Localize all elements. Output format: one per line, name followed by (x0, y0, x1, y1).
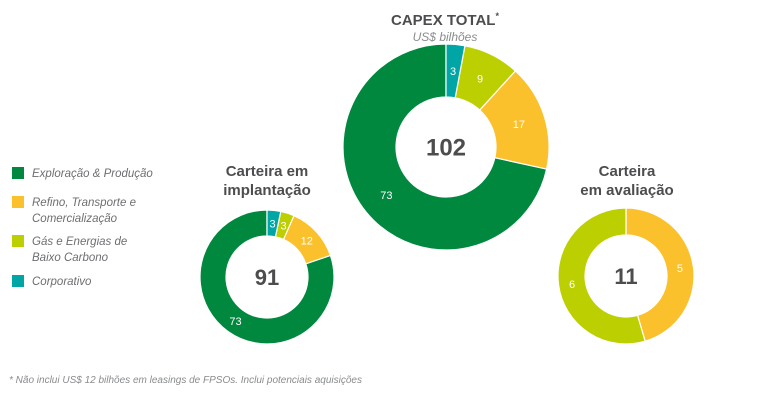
carteira-avaliacao-slice-refino (625, 207, 695, 342)
legend-swatch-exploracao (12, 167, 24, 179)
legend-swatch-corporativo (12, 275, 24, 287)
legend-label-gas: Gás e Energias de Baixo Carbono (32, 236, 128, 264)
carteira-implantacao-center-value: 91 (255, 265, 279, 290)
carteira-implantacao-label-gas: 3 (280, 221, 286, 233)
capex-total-slice-exploracao (342, 43, 548, 251)
legend-label-corporativo: Corporativo (32, 276, 92, 288)
carteira-avaliacao-slice-gas (557, 207, 646, 345)
legend-label-exploracao: Exploração & Produção (32, 168, 153, 180)
donut-capex-total: 73 17 9 3 102 (342, 43, 550, 251)
donut-carteira-implantacao: 73 12 33 91 (199, 209, 335, 345)
avaliacao-title: Carteira em avaliação (580, 163, 674, 199)
capex-total-label-exploracao: 73 (380, 190, 392, 202)
legend-item-gas: Gás e Energias de Baixo Carbono (12, 234, 182, 266)
legend-item-exploracao: Exploração & Produção (12, 166, 182, 182)
carteira-implantacao-label-exploracao: 73 (229, 316, 241, 328)
legend-swatch-refino (12, 196, 24, 208)
carteira-avaliacao-label-gas: 6 (569, 279, 575, 291)
carteira-implantacao-label-refino: 12 (301, 235, 313, 247)
legend-item-refino: Refino, Transporte e Comercialização (12, 195, 182, 227)
carteira-avaliacao-label-refino: 5 (677, 263, 683, 275)
capex-total-slice-corporativo (445, 43, 466, 99)
capex-total-label-gas: 9 (477, 74, 483, 86)
legend-label-refino: Refino, Transporte e Comercialização (32, 197, 136, 225)
capex-total-asterisk: * (495, 11, 499, 21)
legend-item-corporativo: Corporativo (12, 274, 182, 290)
capex-total-title: CAPEX TOTAL (391, 12, 496, 29)
capex-total-subtitle: US$ bilhões (412, 30, 478, 44)
capex-total-label-corporativo: 3 (450, 66, 456, 78)
legend-swatch-gas (12, 235, 24, 247)
capex-total-label-refino: 17 (513, 119, 525, 131)
carteira-implantacao-slice-exploracao (199, 209, 335, 345)
carteira-implantacao-slice-corporativo (266, 209, 282, 238)
implantacao-title: Carteira em implantação (223, 163, 311, 199)
donut-carteira-avaliacao: 5 6 11 (557, 207, 695, 345)
carteira-avaliacao-center-value: 11 (614, 264, 637, 289)
capex-total-heading: CAPEX TOTAL* US$ bilhões (345, 7, 545, 44)
footnote: * Não inclui US$ 12 bilhões em leasings … (9, 375, 362, 386)
capex-total-center-value: 102 (426, 135, 466, 162)
carteira-implantacao-label-corporativo: 3 (270, 218, 276, 230)
